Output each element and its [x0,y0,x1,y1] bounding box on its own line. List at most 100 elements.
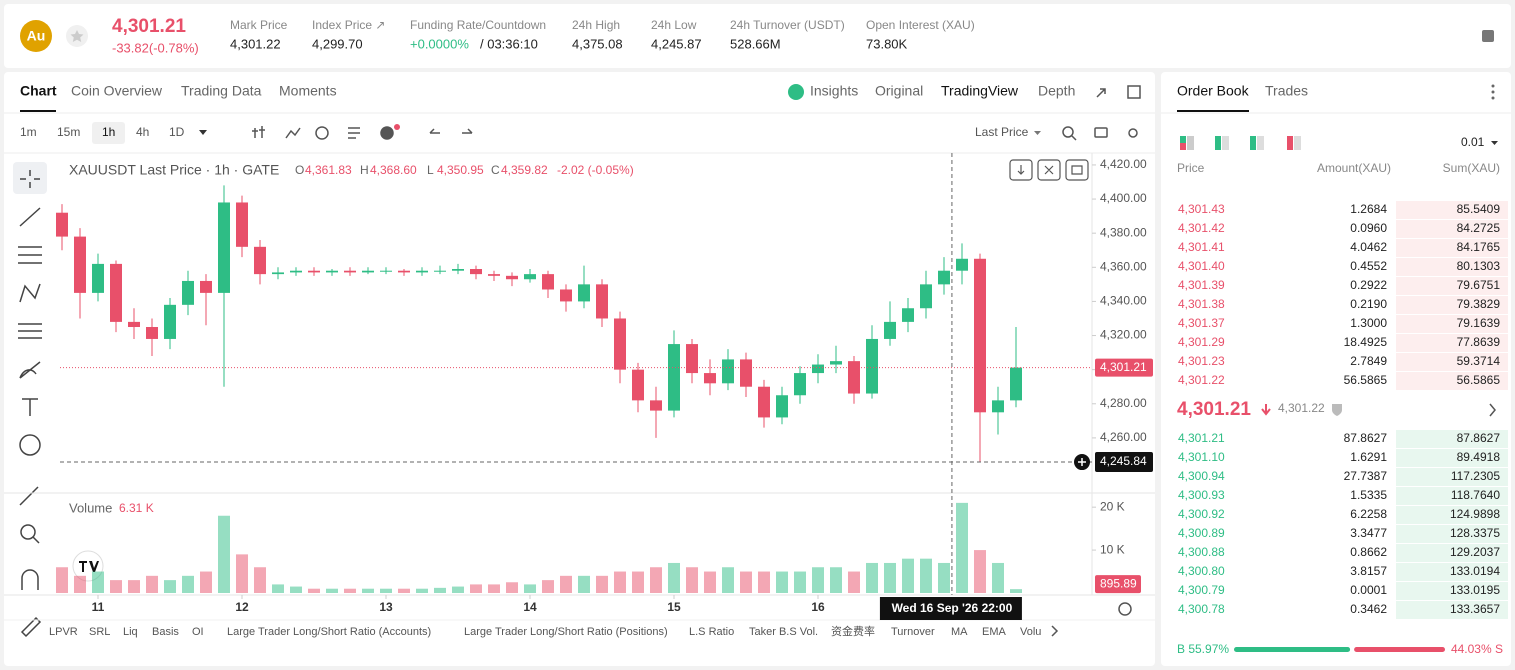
indicator-tab[interactable]: L.S Ratio [689,626,734,638]
volume-bar [524,584,536,593]
ob-sum: 84.2725 [1457,221,1501,235]
last-price-box [1095,358,1153,377]
indicator-tab[interactable]: SRL [89,626,110,638]
candle-body [74,236,86,293]
ob-sum: 124.9898 [1450,507,1500,521]
ob-price: 4,301.41 [1178,240,1225,254]
candle-body [470,269,482,275]
volume-bar [794,571,806,593]
interval[interactable]: 15m [57,125,80,139]
mid-price: 4,301.21 [1177,399,1251,420]
candle-body [740,359,752,387]
axis-settings[interactable] [1118,602,1132,616]
ob-sum: 118.7640 [1451,488,1500,502]
volume-bar [470,584,482,593]
volume-bar [110,580,122,593]
price-source[interactable]: Last Price [975,125,1029,139]
interval[interactable]: 1D [169,125,185,139]
volume-bar [74,575,86,593]
stat-value: 4,375.08 [572,36,623,51]
volume-bar [272,584,284,593]
volume-bar [956,502,968,593]
depth-bar [1396,201,1508,219]
volume-bar [560,575,572,593]
ob-icons[interactable] [1180,136,1301,150]
interval[interactable]: 1h [102,125,115,139]
ohlc-value: 4,359.82 [501,163,548,177]
tab[interactable]: Moments [279,83,337,99]
ob-amount: 6.2258 [1350,507,1387,521]
view-tab[interactable]: Original [875,83,923,99]
ob-tab[interactable]: Order Book [1177,83,1250,99]
ob-price: 4,301.40 [1178,259,1225,273]
ai-icon [788,84,804,100]
ob-price: 4,301.37 [1178,316,1225,330]
caret [1034,131,1041,135]
view-tab[interactable]: Insights [810,83,858,99]
view-tab[interactable]: Depth [1038,83,1075,99]
candle-body [308,270,320,273]
badge [394,124,400,130]
indicator-tab[interactable]: LPVR [49,626,78,638]
view-tab[interactable]: TradingView [941,83,1019,99]
depth-bar [1396,487,1508,505]
precision[interactable]: 0.01 [1461,135,1485,149]
stat-value: 73.80K [866,36,908,51]
indicator-tab[interactable]: MA [951,626,968,638]
volume-bar [704,571,716,593]
candle-body [326,270,338,273]
indicator-tab[interactable]: Basis [152,626,179,638]
candle-body [236,202,248,247]
candle-body [884,321,896,339]
chevron[interactable] [1051,625,1059,637]
volume-bar [668,562,680,593]
indicator-tab[interactable]: Large Trader Long/Short Ratio (Positions… [464,626,668,638]
candle-body [200,280,212,293]
candle-body [578,284,590,302]
tab[interactable]: Coin Overview [71,83,163,99]
indicator-tab[interactable]: Taker B.S Vol. [749,626,818,638]
indicator-tab[interactable]: 资金费率 [831,624,875,638]
x-tick-label: 12 [235,600,249,614]
shield-icon [1332,404,1342,416]
candle-body [290,270,302,273]
ob-sum: 87.8627 [1457,431,1501,445]
candle-body [380,270,392,272]
interval[interactable]: 1m [20,125,37,139]
star-icon [70,30,84,42]
volume-bar [290,586,302,593]
chevron[interactable] [1489,403,1496,417]
indicator-tab[interactable]: Large Trader Long/Short Ratio (Accounts) [227,626,431,638]
volume-bar [920,558,932,593]
more-menu[interactable] [1491,84,1495,100]
ob-amount: 27.7387 [1344,469,1388,483]
settings-icon[interactable] [1482,30,1494,42]
chart-buttons[interactable] [1009,159,1089,181]
indicator-tab[interactable]: Liq [123,626,138,638]
ob-price: 4,301.43 [1178,202,1225,216]
depth-bar [1396,296,1508,314]
drawing-tools[interactable] [18,170,42,638]
ob-sum: 80.1303 [1457,259,1501,273]
ob-tab[interactable]: Trades [1265,83,1308,99]
indicator-tab[interactable]: Volu [1020,626,1041,638]
candle-body [632,369,644,401]
tool-selected [13,162,47,194]
ob-amount: 0.3462 [1350,602,1387,616]
indicator-tab[interactable]: Turnover [891,626,935,638]
interval[interactable]: 4h [136,125,149,139]
indicator-tab[interactable]: EMA [982,626,1007,638]
candle-body [416,270,428,273]
tab[interactable]: Chart [20,83,57,99]
ob-price: 4,301.21 [1178,431,1225,445]
indicator-tab[interactable]: OI [192,626,204,638]
crosshair-time-box [879,597,1022,620]
tab[interactable]: Trading Data [181,83,262,99]
volume-bar [488,584,500,593]
ob-amount: 0.0960 [1350,221,1387,235]
ob-amount: 4.0462 [1350,240,1387,254]
x-tick-label: 14 [523,600,537,614]
candle-body [488,274,500,276]
ob-amount: 1.3000 [1350,316,1387,330]
ob-price: 4,301.22 [1178,373,1225,387]
